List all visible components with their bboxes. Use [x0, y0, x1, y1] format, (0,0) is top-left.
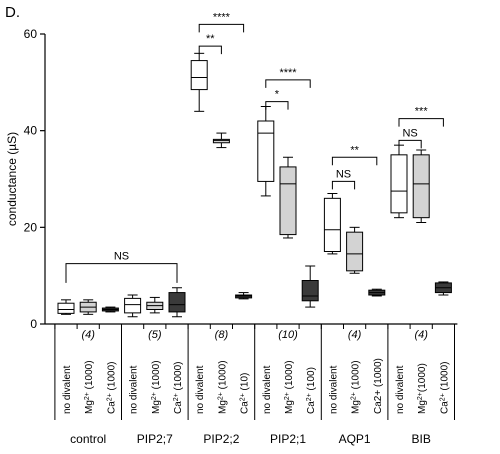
box-iqr	[412, 154, 430, 219]
box-PIP2;1-no divalent	[257, 106, 275, 197]
box-iqr	[301, 280, 319, 302]
group-name-label: PIP2;2	[203, 432, 239, 446]
significance-bracket: ****	[198, 11, 245, 33]
significance-label: NS	[402, 127, 417, 139]
box-iqr	[124, 297, 142, 314]
significance-bracket: NS	[331, 168, 356, 190]
box-control-no divalent	[57, 299, 75, 315]
significance-label: ****	[213, 11, 231, 23]
y-tick-label: 40	[24, 124, 38, 138]
x-tick-label: Mg2+ (1000)	[217, 360, 229, 414]
x-tick-label: no divalent	[395, 365, 406, 414]
significance-bracket: NS	[398, 127, 422, 149]
x-tick-label: Ca2+ (1000)	[373, 358, 384, 414]
x-tick-label: Mg2+ (1000)	[84, 360, 96, 414]
group-name-label: PIP2;7	[137, 432, 173, 446]
significance-label: **	[206, 33, 215, 45]
group-name-label: PIP2;1	[270, 432, 306, 446]
x-tick-label: no divalent	[195, 365, 206, 414]
significance-bracket: NS	[65, 251, 178, 283]
x-tick-label: no divalent	[262, 365, 273, 414]
box-BIB-Mg2+ (1000)	[412, 149, 430, 223]
significance-bracket: ****	[265, 67, 311, 88]
box-iqr	[390, 154, 408, 214]
x-tick-label: no divalent	[129, 365, 140, 414]
box-AQP1-Mg2+ (1000)	[346, 226, 364, 274]
x-tick-label: Ca2+ (100)	[306, 367, 318, 414]
x-tick-label: Ca2+ (1000)	[106, 362, 118, 414]
box-control-Mg2+ (1000)	[79, 299, 97, 315]
group-name-label: BIB	[412, 432, 431, 446]
box-iqr	[168, 292, 186, 313]
bracket-line	[331, 180, 356, 190]
bracket-line	[198, 23, 245, 33]
panel-label: D.	[5, 4, 20, 21]
group-n-label: (4)	[81, 329, 95, 341]
x-tick-label: Mg2+(1000)	[417, 363, 429, 414]
box-iqr	[257, 120, 275, 182]
box-PIP2;2-no divalent	[190, 52, 208, 112]
box-iqr	[279, 166, 297, 236]
box-PIP2;1-Ca2+ (100)	[301, 265, 319, 308]
y-tick-label: 20	[24, 220, 38, 234]
x-tick-label: Mg2+ (1000)	[284, 360, 296, 414]
box-PIP2;1-Mg2+ (1000)	[279, 156, 297, 239]
box-AQP1-Ca2+ (1000)	[368, 288, 386, 297]
box-iqr	[346, 231, 364, 272]
x-tick-label: no divalent	[328, 365, 339, 414]
significance-label: NS	[114, 251, 129, 263]
y-tick-label: 60	[24, 27, 38, 41]
group-n-label: (8)	[215, 329, 229, 341]
box-iqr	[212, 138, 230, 144]
x-tick-label: no divalent	[62, 365, 73, 414]
x-tick-label: Mg2+ (1000)	[150, 360, 162, 414]
significance-bracket: *	[265, 89, 289, 110]
box-BIB-no divalent	[390, 144, 408, 219]
bracket-line	[65, 263, 178, 283]
box-PIP2;7-no divalent	[124, 294, 142, 318]
x-tick-label: Ca2+ (1000)	[173, 362, 185, 414]
box-iqr	[323, 197, 341, 252]
bracket-line	[265, 101, 289, 110]
significance-label: ***	[415, 106, 429, 118]
group-n-label: (4)	[414, 329, 428, 341]
significance-label: **	[350, 144, 359, 156]
box-iqr	[57, 302, 75, 314]
box-PIP2;2-Ca2+ (10)	[235, 292, 253, 300]
box-PIP2;2-Mg2+ (1000)	[212, 132, 230, 149]
x-tick-label: Ca2+ (10)	[239, 373, 251, 414]
box-BIB-Ca2+ (1000)	[434, 281, 452, 296]
group-name-label: AQP1	[339, 432, 371, 446]
group-n-label: (10)	[278, 329, 298, 341]
box-PIP2;7-Mg2+ (1000)	[146, 296, 164, 314]
x-tick-label: Ca2+ (1000)	[439, 362, 451, 414]
group-n-label: (4)	[348, 329, 362, 341]
y-axis-label: conductance (µS)	[5, 132, 19, 226]
group-n-label: (5)	[148, 329, 162, 341]
significance-label: ****	[279, 67, 297, 79]
significance-bracket: **	[331, 144, 378, 166]
x-tick-label: Mg2+ (1000)	[350, 360, 362, 414]
bracket-line	[331, 156, 378, 166]
box-iqr	[190, 60, 208, 91]
significance-bracket: **	[198, 33, 222, 55]
significance-label: *	[275, 89, 280, 101]
y-tick-label: 0	[30, 317, 37, 331]
significance-bracket: ***	[398, 106, 444, 127]
bracket-line	[398, 139, 422, 149]
box-AQP1-no divalent	[323, 193, 341, 255]
bracket-line	[198, 45, 222, 55]
box-control-Ca2+ (1000)	[101, 306, 119, 313]
significance-label: NS	[336, 168, 351, 180]
bracket-line	[265, 79, 311, 88]
group-name-label: control	[70, 432, 106, 446]
box-PIP2;7-Ca2+ (1000)	[168, 287, 186, 318]
bracket-line	[398, 118, 444, 127]
